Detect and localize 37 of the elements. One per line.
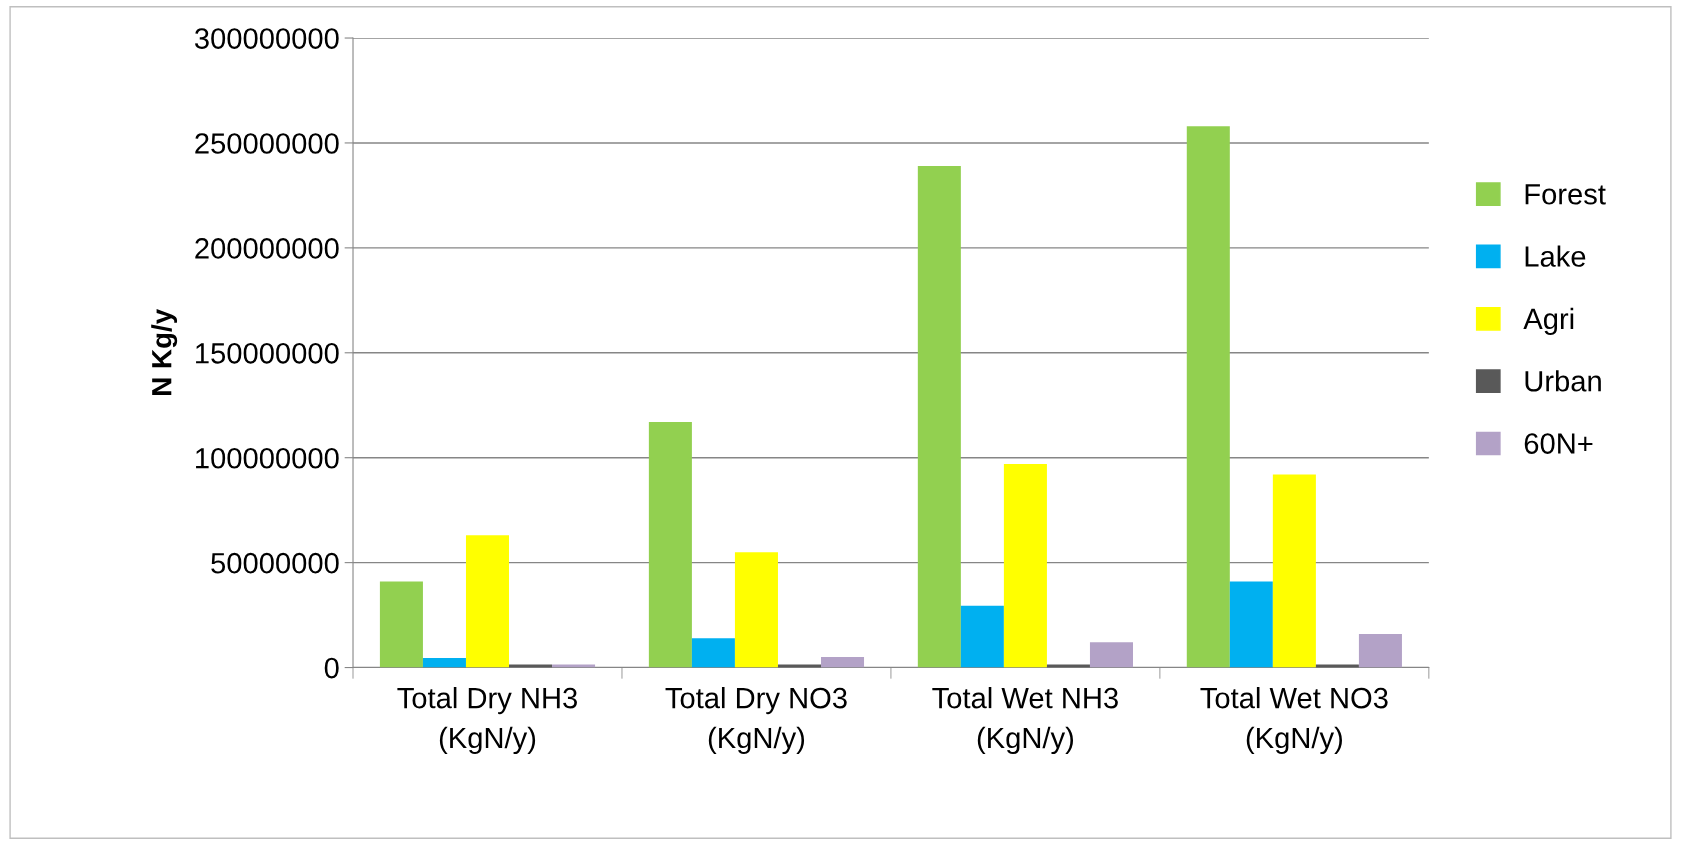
bar <box>1272 474 1316 668</box>
legend-label: Urban <box>1525 370 1601 392</box>
legend-label: Lake <box>1525 245 1586 267</box>
bar <box>422 658 466 668</box>
bar <box>1186 126 1230 668</box>
bar <box>648 422 692 668</box>
bar <box>1315 664 1359 668</box>
bar <box>960 605 1004 668</box>
bar <box>1358 633 1402 668</box>
x-tick-label: Total Wet NH3 (KgN/y) <box>932 686 1118 755</box>
legend-label: Agri <box>1523 307 1574 335</box>
bar <box>465 535 510 668</box>
bar <box>734 552 778 668</box>
bar <box>1229 581 1273 668</box>
x-tick-label: Total Dry NH3 (KgN/y) <box>397 686 577 755</box>
y-tick-label: 100000000 <box>196 447 339 469</box>
bar <box>821 657 865 668</box>
bar <box>509 664 553 668</box>
bar <box>917 166 961 668</box>
legend-label: Forest <box>1525 184 1606 205</box>
bar <box>691 638 735 668</box>
bar <box>1003 464 1047 668</box>
bar <box>777 664 821 668</box>
bar <box>552 664 596 668</box>
y-tick-label: 200000000 <box>195 238 339 259</box>
x-tick-label: Total Dry NO3 (KgN/y) <box>665 686 847 755</box>
y-tick-label: 150000000 <box>196 342 339 364</box>
y-tick-label: 50000000 <box>211 552 339 574</box>
y-axis-title: N Kg/y <box>151 308 178 395</box>
bar <box>1046 664 1090 668</box>
y-tick-label: 300000000 <box>194 28 339 49</box>
y-tick-label: 250000000 <box>195 133 339 154</box>
y-tick-label: 0 <box>324 657 339 679</box>
bar <box>379 581 423 668</box>
legend-label: 60N+ <box>1524 433 1593 454</box>
x-tick-label: Total Wet NO3 (KgN/y) <box>1200 686 1388 755</box>
bar <box>1089 642 1133 668</box>
